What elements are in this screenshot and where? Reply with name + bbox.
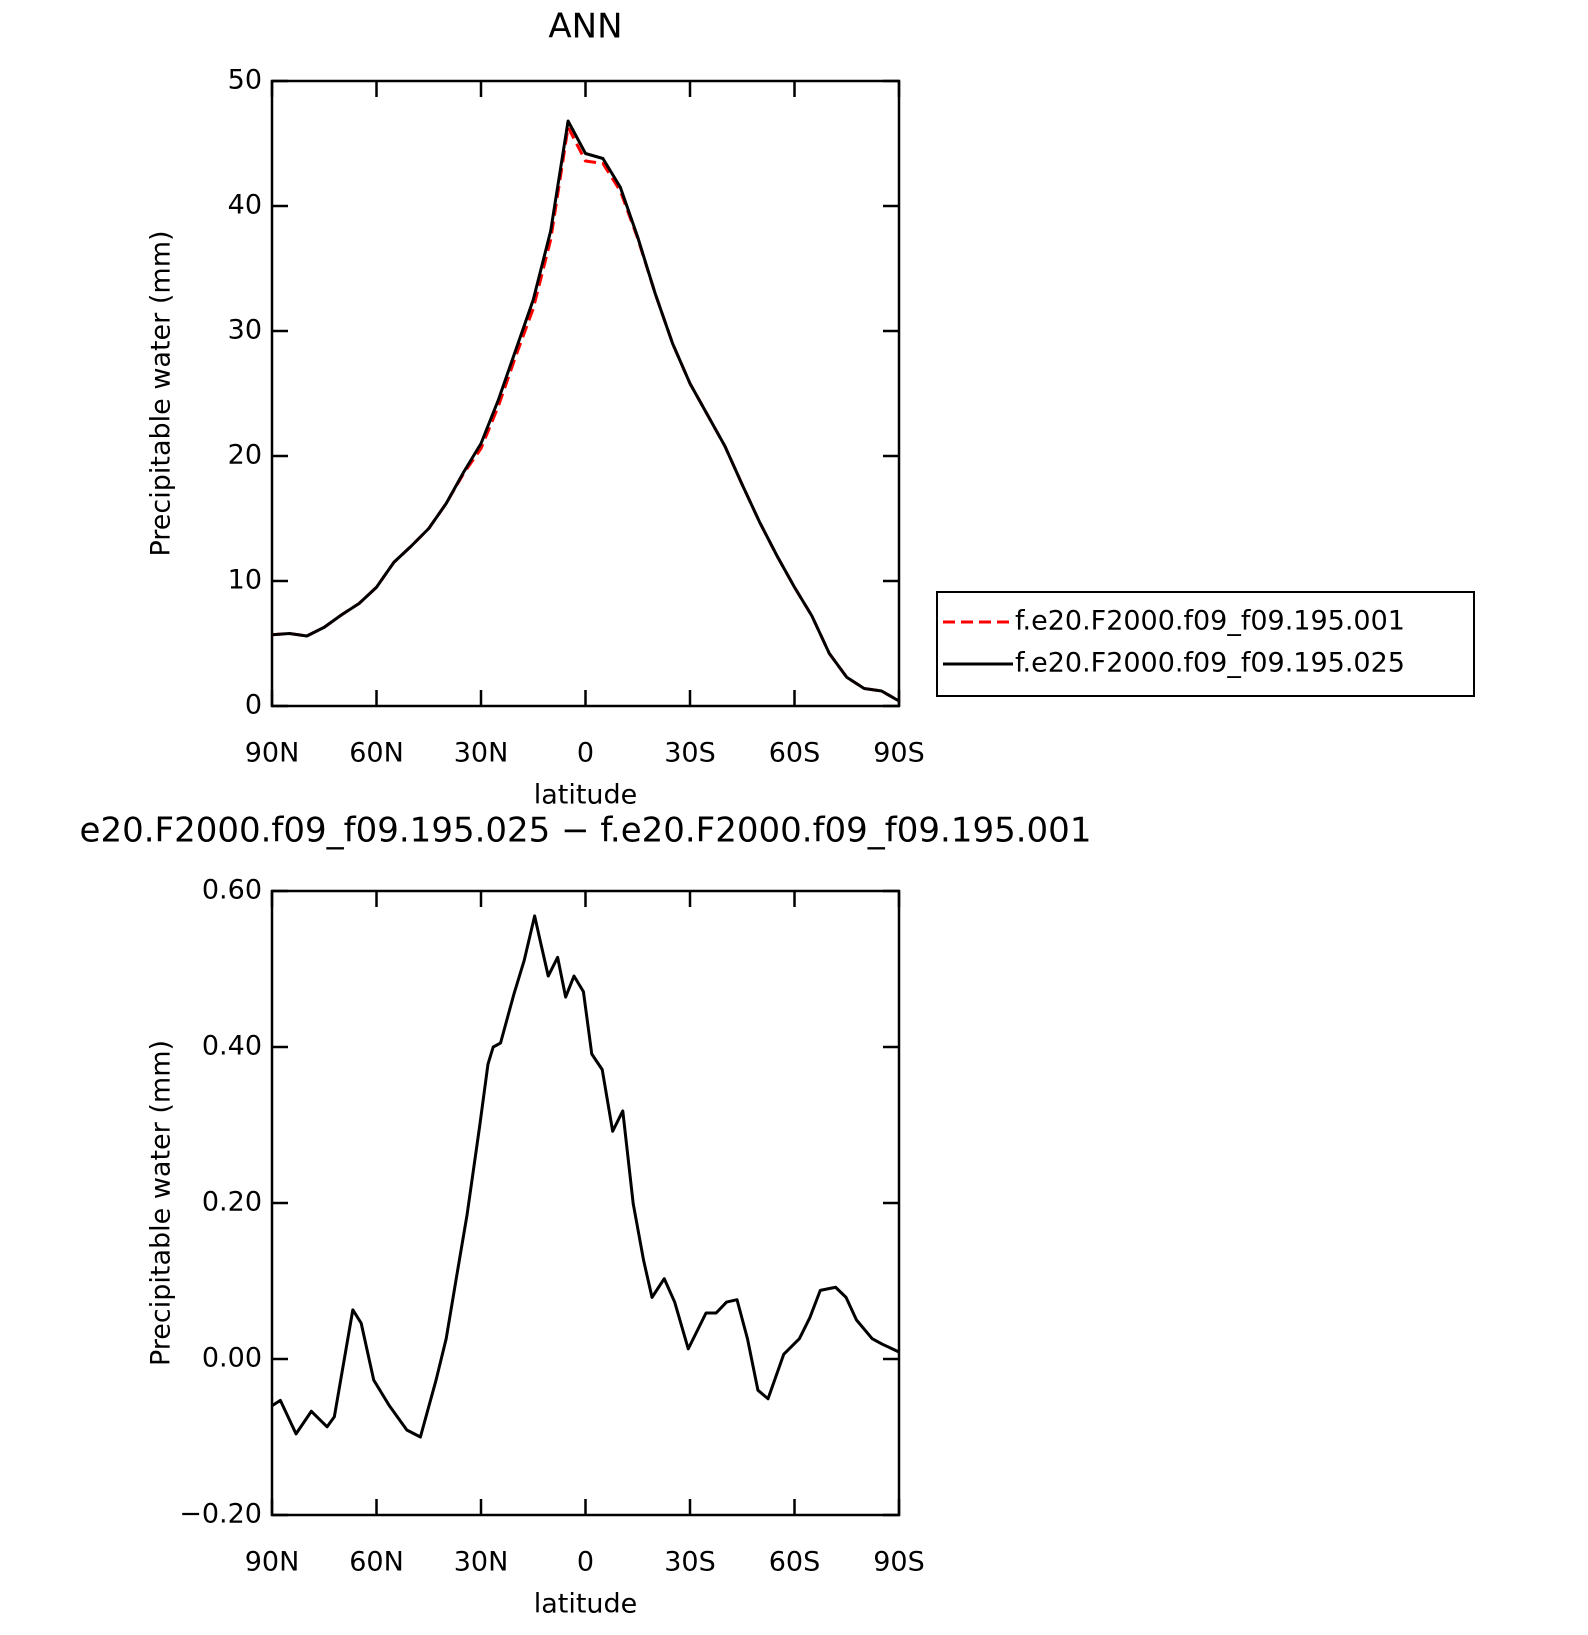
- legend-label: f.e20.F2000.f09_f09.195.001: [1015, 606, 1405, 637]
- legend-box: [936, 591, 1475, 697]
- x-tick-label: 90N: [245, 1547, 300, 1578]
- x-tick-label: 60S: [769, 738, 821, 769]
- x-tick-label: 30S: [664, 738, 716, 769]
- y-tick-label: 10: [228, 565, 262, 596]
- chart-title: e20.F2000.f09_f09.195.025 − f.e20.F2000.…: [80, 811, 1092, 851]
- x-axis-label: latitude: [534, 1589, 638, 1620]
- y-tick-label: 0.60: [202, 875, 262, 906]
- plot-frame: [270, 889, 901, 1517]
- x-tick-label: 60N: [349, 738, 404, 769]
- x-tick-label: 90N: [245, 738, 300, 769]
- y-tick-label: 20: [228, 440, 262, 471]
- legend-label: f.e20.F2000.f09_f09.195.025: [1015, 648, 1405, 679]
- y-axis-label: Precipitable water (mm): [146, 230, 177, 556]
- y-tick-label: 0.40: [202, 1031, 262, 1062]
- x-tick-label: 90S: [873, 1547, 925, 1578]
- plot-frame: [270, 79, 901, 708]
- x-tick-label: 60N: [349, 1547, 404, 1578]
- y-tick-label: 0: [245, 690, 262, 721]
- x-tick-label: 30S: [664, 1547, 716, 1578]
- y-tick-label: 40: [228, 190, 262, 221]
- y-tick-label: 30: [228, 315, 262, 346]
- x-tick-label: 0: [577, 1547, 594, 1578]
- y-tick-label: 0.20: [202, 1187, 262, 1218]
- x-axis-label: latitude: [534, 780, 638, 811]
- x-tick-label: 90S: [873, 738, 925, 769]
- x-tick-label: 0: [577, 738, 594, 769]
- x-tick-label: 60S: [769, 1547, 821, 1578]
- data-line: [271, 125, 900, 703]
- data-line: [271, 914, 900, 1439]
- chart-title: ANN: [548, 7, 622, 47]
- y-tick-label: −0.20: [179, 1499, 262, 1530]
- x-tick-label: 30N: [454, 738, 509, 769]
- x-tick-label: 30N: [454, 1547, 509, 1578]
- y-tick-label: 0.00: [202, 1343, 262, 1374]
- data-line: [271, 119, 900, 703]
- y-axis-label: Precipitable water (mm): [146, 1040, 177, 1366]
- y-tick-label: 50: [228, 65, 262, 96]
